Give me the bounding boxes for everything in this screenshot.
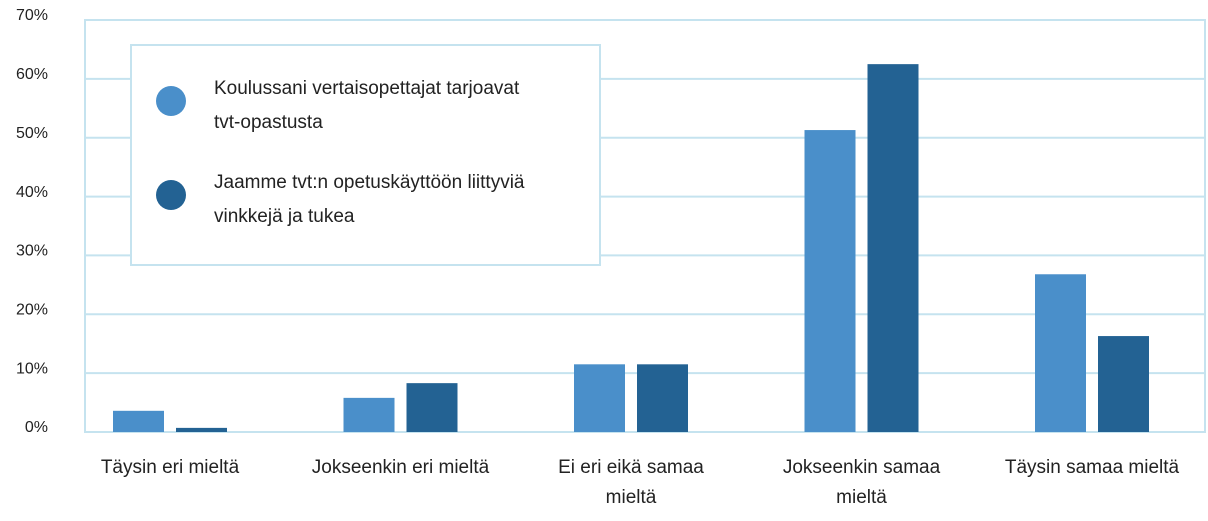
legend-swatch [156,180,186,210]
bar [867,64,919,433]
y-tick-label: 60% [16,66,48,83]
y-tick-label: 70% [16,7,48,24]
y-tick-label: 50% [16,125,48,142]
legend-label: Koulussani vertaisopettajat tarjoavat tv… [214,78,520,133]
bar [113,410,164,432]
bar [1098,336,1149,432]
bar [574,364,625,432]
x-tick-label: Jokseenkin eri mieltä [311,457,490,478]
x-tick-label: Täysin samaa mieltä [1004,457,1180,478]
y-tick-label: 0% [25,419,48,436]
bar [637,364,688,432]
bar [406,383,458,432]
legend: Koulussani vertaisopettajat tarjoavat tv… [130,44,601,266]
bar [176,427,227,432]
x-tick-label: Täysin eri mieltä [100,457,240,478]
legend-item: Koulussani vertaisopettajat tarjoavat tv… [156,72,544,140]
x-tick-label: Jokseenkin samaa mieltä [782,457,941,508]
y-tick-label: 30% [16,243,48,260]
y-tick-label: 10% [16,360,48,377]
legend-label: Jaamme tvt:n opetuskäyttöön liittyviä vi… [214,172,525,227]
legend-item: Jaamme tvt:n opetuskäyttöön liittyviä vi… [156,166,544,234]
y-tick-label: 20% [16,302,48,319]
legend-swatch [156,86,186,116]
y-tick-label: 40% [16,184,48,201]
x-tick-label: Ei eri eikä samaa mieltä [558,457,704,508]
bar [804,130,856,432]
bar [343,397,395,432]
bar [1035,274,1086,432]
